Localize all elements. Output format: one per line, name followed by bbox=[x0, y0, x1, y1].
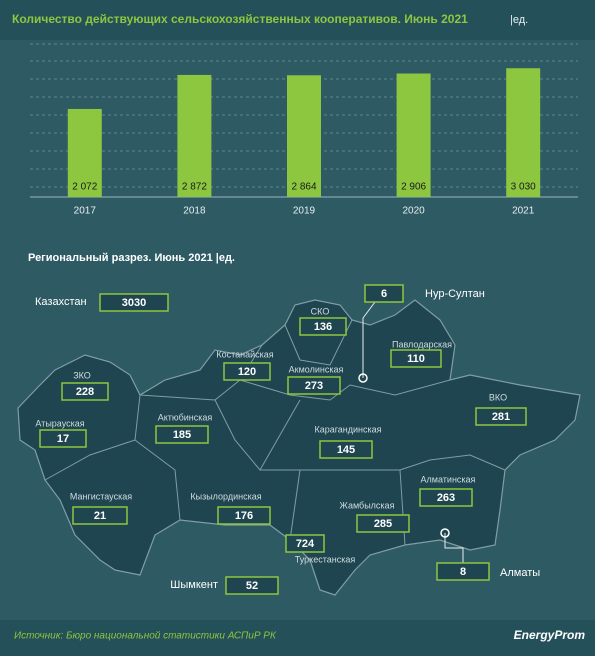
value-box bbox=[99, 293, 169, 312]
bar bbox=[67, 108, 102, 197]
region-value: 6 bbox=[381, 288, 387, 300]
source: Источник: Бюро национальной статистики А… bbox=[14, 631, 277, 642]
region-name: Павлодарская bbox=[392, 339, 452, 349]
city-marker bbox=[358, 373, 368, 383]
region-value: 263 bbox=[437, 492, 455, 504]
region-name: СКО bbox=[311, 306, 330, 316]
pointer-line bbox=[444, 533, 464, 563]
value-label: 2 864 bbox=[291, 182, 316, 193]
region-name: ВКО bbox=[489, 392, 507, 402]
bar bbox=[396, 73, 431, 197]
region-name: Жамбылская bbox=[340, 500, 395, 510]
map-shape bbox=[17, 299, 581, 596]
map-title: Региональный разрез. Июнь 2021 |ед. bbox=[28, 252, 235, 264]
region-name: Карагандинская bbox=[314, 424, 381, 434]
region-value: 281 bbox=[492, 411, 510, 423]
value-box bbox=[319, 440, 373, 459]
value-box bbox=[285, 534, 325, 553]
region-value: 136 bbox=[314, 321, 332, 333]
x-tick-label: 2019 bbox=[293, 206, 316, 217]
region-value: 21 bbox=[94, 510, 106, 522]
region-value: 145 bbox=[337, 444, 355, 456]
region-name: ЗКО bbox=[73, 370, 91, 380]
region-value: 120 bbox=[238, 366, 256, 378]
value-box bbox=[419, 488, 473, 507]
value-box bbox=[61, 382, 109, 401]
value-box bbox=[475, 407, 527, 426]
region-name: Мангистауская bbox=[70, 491, 132, 501]
chart-title: Количество действующих сельскохозяйствен… bbox=[12, 12, 468, 26]
region-name: Костанайская bbox=[216, 349, 273, 359]
region-value: 273 bbox=[305, 380, 323, 392]
value-box bbox=[299, 317, 347, 336]
value-box bbox=[436, 562, 490, 581]
region-value: 185 bbox=[173, 429, 191, 441]
region-name: Шымкент bbox=[170, 579, 218, 591]
bar bbox=[287, 75, 321, 197]
value-box bbox=[390, 349, 442, 368]
logo: EnergyProm bbox=[514, 628, 586, 642]
value-box bbox=[364, 284, 404, 303]
region-name: Актюбинская bbox=[158, 412, 213, 422]
value-box bbox=[155, 425, 209, 444]
x-tick-label: 2021 bbox=[512, 206, 535, 217]
bar bbox=[177, 74, 212, 197]
x-tick-label: 2017 bbox=[74, 206, 97, 217]
bar bbox=[506, 68, 541, 197]
region-name: Казахстан bbox=[35, 296, 87, 308]
map-labels: Казахстан 3030 СКО 136 Нур-Султан 6 Костанайск… bbox=[35, 284, 540, 595]
value-label: 3 030 bbox=[511, 182, 536, 193]
footer-band bbox=[0, 620, 595, 656]
chart-unit: |ед. bbox=[510, 14, 528, 26]
region-name: Туркестанская bbox=[295, 554, 356, 564]
region-name: Нур-Султан bbox=[425, 288, 485, 300]
value-label: 2 072 bbox=[72, 182, 97, 193]
region-value: 17 bbox=[57, 433, 69, 445]
x-tick-label: 2018 bbox=[183, 206, 206, 217]
region-name: Акмолинская bbox=[289, 364, 344, 374]
value-label: 2 872 bbox=[182, 182, 207, 193]
pointer-line bbox=[362, 301, 376, 319]
region-name: Атырауская bbox=[35, 418, 84, 428]
value-box bbox=[217, 506, 271, 525]
region-value: 8 bbox=[460, 566, 466, 578]
region-name: Алматы bbox=[500, 567, 540, 579]
x-tick-label: 2020 bbox=[402, 206, 425, 217]
city-marker bbox=[440, 528, 450, 538]
region-value: 52 bbox=[246, 580, 258, 592]
region-value: 724 bbox=[296, 538, 315, 550]
header-band bbox=[0, 0, 595, 40]
value-box bbox=[72, 506, 128, 525]
region-value: 176 bbox=[235, 510, 253, 522]
region-value: 285 bbox=[374, 518, 392, 530]
value-box bbox=[225, 576, 279, 595]
region-value: 110 bbox=[407, 353, 425, 365]
value-box bbox=[287, 376, 341, 395]
region-name: Алматинская bbox=[421, 474, 476, 484]
value-box bbox=[223, 362, 271, 381]
value-box bbox=[356, 514, 410, 533]
region-value: 228 bbox=[76, 386, 94, 398]
region-value: 3030 bbox=[122, 297, 146, 309]
value-label: 2 906 bbox=[401, 182, 426, 193]
value-box bbox=[39, 429, 87, 448]
region-name: Кызылординская bbox=[190, 491, 261, 501]
